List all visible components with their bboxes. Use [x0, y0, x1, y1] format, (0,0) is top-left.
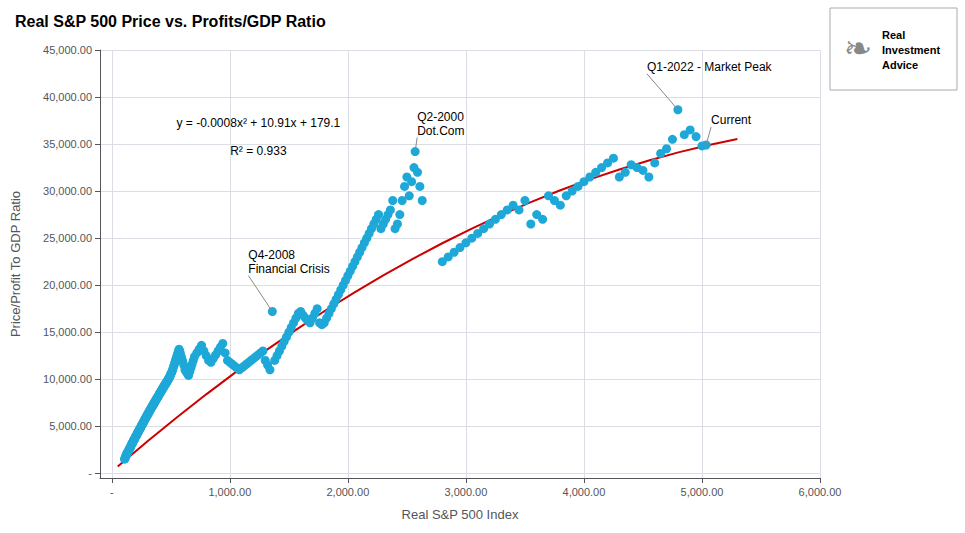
svg-text:45,000.00: 45,000.00: [43, 44, 92, 56]
svg-text:6,000.00: 6,000.00: [799, 486, 842, 498]
svg-text:40,000.00: 40,000.00: [43, 91, 92, 103]
svg-text:-: -: [110, 486, 114, 498]
svg-text:5,000.00: 5,000.00: [49, 420, 92, 432]
svg-text:Q2-2000: Q2-2000: [417, 110, 464, 124]
svg-text:Advice: Advice: [882, 59, 918, 71]
svg-text:y = -0.0008x² + 10.91x + 179.1: y = -0.0008x² + 10.91x + 179.1: [177, 116, 341, 130]
svg-text:3,000.00: 3,000.00: [444, 486, 487, 498]
svg-text:10,000.00: 10,000.00: [43, 373, 92, 385]
svg-text:Q1-2022 - Market Peak: Q1-2022 - Market Peak: [647, 60, 773, 74]
svg-text:Real S&P 500 Price vs. Profits: Real S&P 500 Price vs. Profits/GDP Ratio: [15, 13, 326, 30]
svg-text:4,000.00: 4,000.00: [563, 486, 606, 498]
svg-text:-: -: [88, 467, 92, 479]
svg-text:20,000.00: 20,000.00: [43, 279, 92, 291]
svg-text:R² = 0.933: R² = 0.933: [230, 144, 287, 158]
svg-text:Dot.Com: Dot.Com: [417, 124, 464, 138]
svg-text:25,000.00: 25,000.00: [43, 232, 92, 244]
svg-text:Real: Real: [882, 29, 905, 41]
svg-text:Investment: Investment: [882, 44, 940, 56]
svg-text:2,000.00: 2,000.00: [326, 486, 369, 498]
svg-text:35,000.00: 35,000.00: [43, 138, 92, 150]
svg-text:15,000.00: 15,000.00: [43, 326, 92, 338]
svg-text:❧: ❧: [844, 28, 873, 68]
svg-text:Price/Profit To GDP Ratio: Price/Profit To GDP Ratio: [8, 191, 23, 337]
svg-text:Real S&P 500 Index: Real S&P 500 Index: [402, 507, 519, 522]
svg-text:Financial Crisis: Financial Crisis: [248, 262, 329, 276]
svg-text:5,000.00: 5,000.00: [681, 486, 724, 498]
svg-text:Q4-2008: Q4-2008: [248, 248, 295, 262]
svg-text:1,000.00: 1,000.00: [208, 486, 251, 498]
svg-text:Current: Current: [711, 113, 752, 127]
svg-text:30,000.00: 30,000.00: [43, 185, 92, 197]
